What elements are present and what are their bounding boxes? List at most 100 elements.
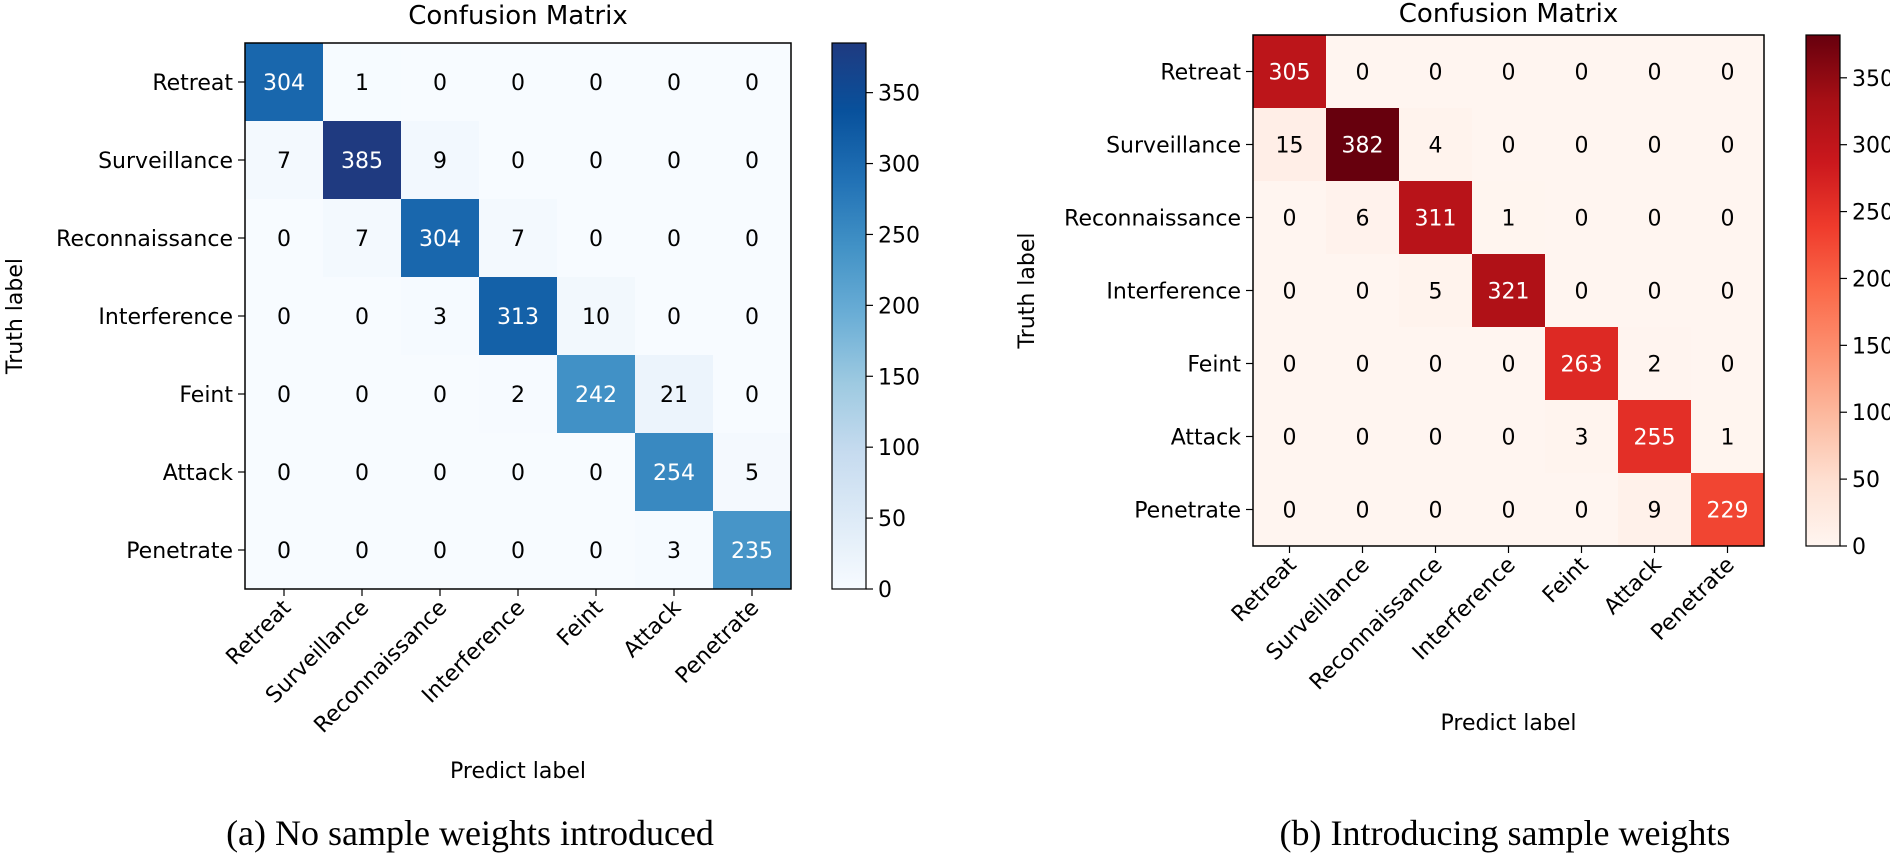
cell-value-label: 0	[1721, 134, 1735, 159]
cell-value-label: 3	[667, 539, 681, 564]
y-tick-label: Feint	[1187, 353, 1241, 378]
cell-value-label: 0	[1429, 61, 1443, 86]
cell-value-label: 0	[1575, 280, 1589, 305]
colorbar-tick-label: 350	[878, 82, 920, 107]
heatmap-cell	[401, 199, 480, 278]
cell-value-label: 0	[1648, 207, 1662, 232]
cell-value-label: 0	[1429, 353, 1443, 378]
colorbar-tick-label: 350	[1852, 67, 1890, 92]
cell-value-label: 0	[1575, 134, 1589, 159]
heatmap-cell	[635, 433, 714, 512]
heatmap-cell	[245, 511, 324, 590]
colorbar-tick-label: 150	[1852, 334, 1890, 359]
heatmap-cell	[1545, 327, 1619, 401]
cell-value-label: 15	[1276, 134, 1304, 159]
heatmap-cell	[245, 433, 324, 512]
heatmap-cell	[479, 199, 558, 278]
heatmap-cell	[401, 277, 480, 356]
cell-value-label: 1	[355, 71, 369, 96]
y-tick-label: Surveillance	[98, 149, 233, 174]
cell-value-label: 304	[419, 227, 461, 252]
cell-value-label: 0	[1356, 280, 1370, 305]
cell-value-label: 0	[745, 71, 759, 96]
cell-value-label: 0	[1429, 426, 1443, 451]
y-tick-label: Feint	[179, 383, 233, 408]
heatmap-cell	[1399, 327, 1473, 401]
cell-value-label: 0	[589, 227, 603, 252]
heatmap-cell	[1399, 181, 1473, 255]
cell-value-label: 4	[1429, 134, 1443, 159]
cell-value-label: 255	[1634, 426, 1676, 451]
heatmap-cell	[323, 433, 402, 512]
heatmap-cell	[1399, 400, 1473, 474]
heatmap-cell	[1399, 108, 1473, 182]
cell-value-label: 0	[745, 227, 759, 252]
heatmap-cell	[713, 121, 792, 200]
cell-value-label: 0	[667, 71, 681, 96]
chart-title: Confusion Matrix	[408, 1, 627, 31]
cell-value-label: 0	[745, 305, 759, 330]
cell-value-label: 0	[277, 383, 291, 408]
figure-caption: (a) No sample weights introduced	[226, 813, 714, 853]
heatmap-cell	[1618, 108, 1692, 182]
cell-value-label: 6	[1356, 207, 1370, 232]
heatmap-cell	[1253, 400, 1327, 474]
colorbar-tick-label: 300	[1852, 134, 1890, 159]
heatmap-cell	[1472, 108, 1546, 182]
cell-value-label: 0	[433, 383, 447, 408]
cell-value-label: 311	[1415, 207, 1457, 232]
cell-value-label: 0	[277, 461, 291, 486]
cell-value-label: 0	[1283, 426, 1297, 451]
x-tick-label: Attack	[619, 595, 687, 663]
heatmap-cell	[1691, 473, 1765, 547]
heatmap-cell	[479, 511, 558, 590]
cell-value-label: 0	[1502, 61, 1516, 86]
cell-value-label: 3	[433, 305, 447, 330]
cell-value-label: 0	[667, 305, 681, 330]
heatmap-cell	[1253, 35, 1327, 109]
cell-value-label: 0	[667, 149, 681, 174]
figure-caption: (b) Introducing sample weights	[1280, 813, 1731, 853]
colorbar-tick-label: 250	[878, 223, 920, 248]
cell-value-label: 321	[1488, 280, 1530, 305]
heatmap-cell	[557, 277, 636, 356]
colorbar-tick-label: 0	[1852, 535, 1866, 560]
heatmap-cell	[557, 433, 636, 512]
cell-value-label: 0	[1356, 61, 1370, 86]
heatmap-cell	[1545, 400, 1619, 474]
cell-value-label: 0	[433, 539, 447, 564]
heatmap-cell	[479, 277, 558, 356]
cell-value-label: 0	[511, 149, 525, 174]
x-tick-label: Feint	[1538, 552, 1594, 608]
cell-value-label: 0	[511, 539, 525, 564]
cell-value-label: 0	[1575, 207, 1589, 232]
heatmap-cell	[401, 355, 480, 434]
cell-value-label: 0	[277, 539, 291, 564]
cell-value-label: 0	[1721, 353, 1735, 378]
y-tick-label: Interference	[1106, 280, 1241, 305]
cell-value-label: 5	[745, 461, 759, 486]
x-axis-label: Predict label	[1441, 711, 1577, 736]
heatmap-cell	[1253, 108, 1327, 182]
heatmap-cell	[635, 43, 714, 122]
cell-value-label: 0	[745, 149, 759, 174]
heatmap-cell	[245, 199, 324, 278]
colorbar	[831, 42, 867, 590]
x-tick-label: Retreat	[1227, 552, 1302, 627]
heatmap-cell	[1545, 108, 1619, 182]
x-tick-label: Retreat	[222, 595, 297, 670]
colorbar-tick-label: 0	[878, 578, 892, 603]
heatmap-cell	[1545, 254, 1619, 328]
colorbar-tick-label: 50	[878, 507, 906, 532]
x-tick-label: Feint	[553, 595, 609, 651]
cell-value-label: 263	[1561, 353, 1603, 378]
heatmap-cell	[245, 43, 324, 122]
heatmap-cell	[1691, 400, 1765, 474]
cell-value-label: 7	[511, 227, 525, 252]
y-tick-label: Retreat	[1160, 61, 1241, 86]
cell-value-label: 0	[355, 383, 369, 408]
cell-value-label: 0	[1283, 280, 1297, 305]
heatmap-cell	[323, 121, 402, 200]
heatmap-cell	[1472, 400, 1546, 474]
